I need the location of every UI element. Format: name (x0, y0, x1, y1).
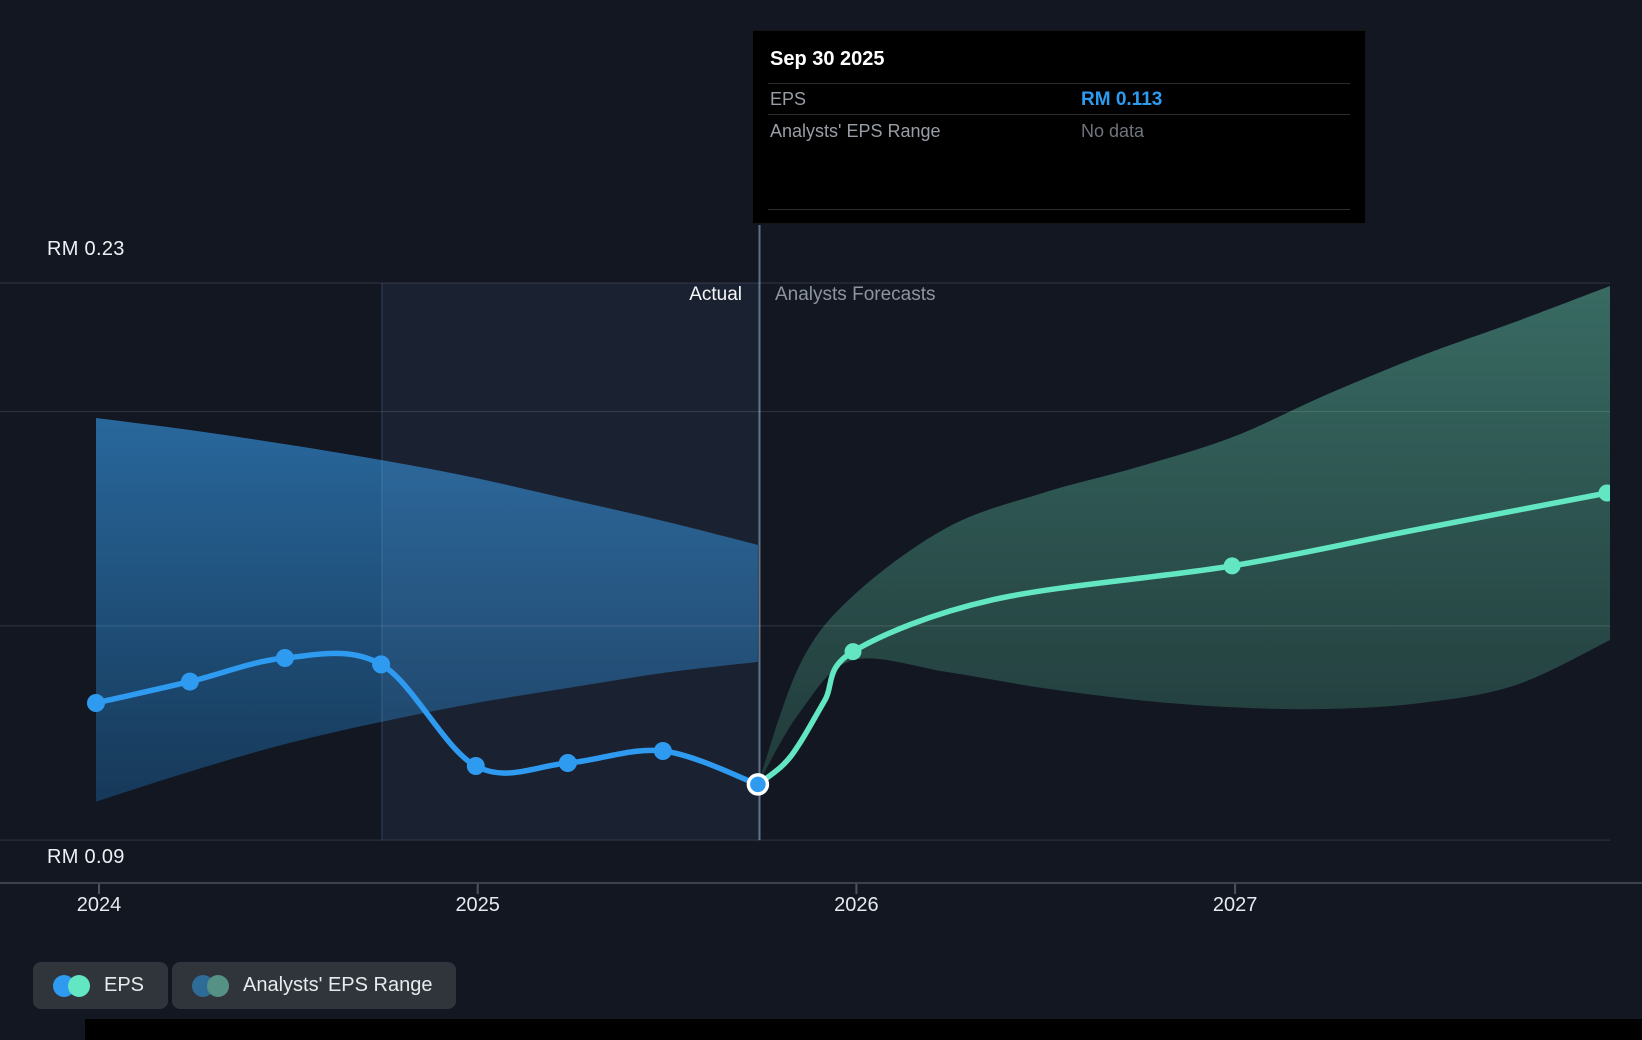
tooltip-date: Sep 30 2025 (770, 48, 885, 70)
legend-item-analysts-eps-range[interactable]: Analysts' EPS Range (172, 962, 457, 1009)
tooltip-divider (768, 209, 1350, 210)
legend-eps-label: EPS (104, 974, 145, 996)
forecast-section-label: Analysts Forecasts (775, 284, 936, 305)
actual-section-label: Actual (689, 284, 742, 305)
x-tick-label-2027: 2027 (1212, 894, 1258, 916)
tooltip-eps-label: EPS (770, 89, 807, 109)
actual-eps-points[interactable] (87, 649, 770, 796)
analysts-eps-range-legend-icon (192, 974, 229, 997)
tooltip-divider (768, 114, 1350, 115)
forecast-range-band (757, 286, 1610, 785)
actual-eps-line (93, 650, 761, 788)
y-axis-label-bottom: RM 0.09 (47, 846, 125, 868)
x-tick-marks (98, 884, 1237, 894)
x-tick-label-2024: 2024 (76, 894, 122, 916)
tooltip-range-value: No data (1081, 121, 1145, 141)
gridlines (0, 282, 1610, 841)
x-tick-label-2026: 2026 (834, 894, 879, 916)
tooltip-eps-value: RM 0.113 (1081, 89, 1163, 110)
tooltip-range-label: Analysts' EPS Range (770, 121, 941, 141)
bottom-bar (85, 1019, 1642, 1040)
legend-item-eps[interactable]: EPS (33, 962, 169, 1009)
y-axis-label-top: RM 0.23 (47, 238, 125, 260)
x-tick-label-2025: 2025 (455, 894, 500, 916)
hover-tooltip: Sep 30 2025 EPS RM 0.113 Analysts' EPS R… (752, 30, 1366, 224)
forecast-eps-line (755, 490, 1610, 788)
actual-range-band (96, 418, 758, 802)
tooltip-divider (768, 83, 1350, 84)
highlight-region (381, 283, 760, 841)
eps-legend-icon (53, 974, 90, 997)
forecast-eps-points[interactable] (844, 484, 1616, 661)
legend-range-label: Analysts' EPS Range (243, 974, 433, 996)
